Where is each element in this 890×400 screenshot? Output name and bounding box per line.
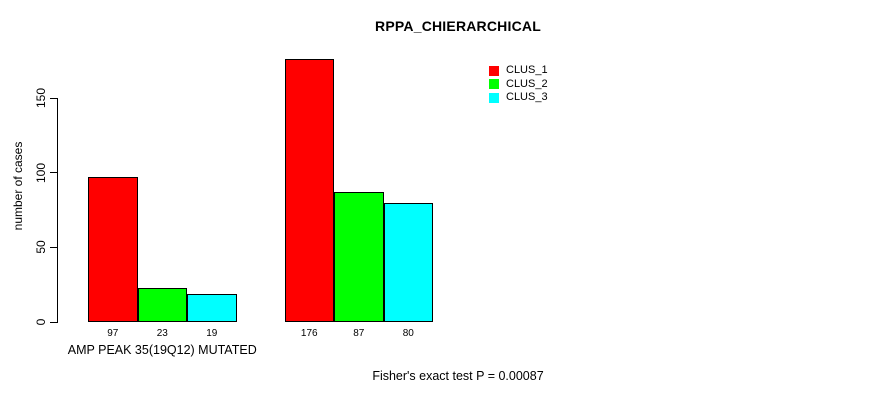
bar-clus_2-group1: [137, 287, 187, 322]
bar-clus_3-group1: [187, 293, 237, 322]
y-tick-label: 150: [34, 87, 48, 109]
chart-title: RPPA_CHIERARCHICAL: [375, 18, 541, 34]
legend-row: CLUS_1: [489, 64, 548, 78]
y-tick-mark: [50, 321, 58, 323]
bar-value-label: 97: [107, 328, 119, 339]
bar-clus_1-group1: [88, 177, 138, 322]
legend-label: CLUS_1: [506, 64, 548, 76]
bar-clus_1-group2: [284, 59, 334, 322]
bar-value-label: 176: [300, 328, 318, 339]
bar-value-label: 23: [156, 328, 168, 339]
y-tick-label: 100: [34, 162, 48, 183]
y-axis-line: [57, 98, 58, 323]
y-tick-mark: [50, 172, 58, 174]
bar-value-label: 19: [206, 328, 218, 339]
legend-swatch-clus_3: [489, 92, 499, 103]
legend-swatch-clus_2: [489, 79, 499, 90]
legend: CLUS_1 CLUS_2 CLUS_3: [489, 64, 548, 105]
fisher-test-annotation: Fisher's exact test P = 0.00087: [372, 369, 544, 383]
legend-row: CLUS_3: [489, 91, 548, 105]
bar-value-label: 87: [353, 328, 365, 339]
bar-value-label: 80: [402, 328, 414, 339]
group-label: AMP PEAK 35(19Q12) MUTATED: [67, 343, 257, 357]
bar-clus_3-group2: [383, 202, 433, 322]
y-tick-label: 50: [34, 240, 48, 255]
y-tick-label: 0: [34, 318, 48, 326]
y-axis-label: number of cases: [11, 141, 25, 231]
bar-clus_2-group2: [334, 192, 384, 322]
legend-label: CLUS_3: [506, 91, 548, 103]
legend-row: CLUS_2: [489, 78, 548, 92]
y-tick-mark: [50, 246, 58, 248]
y-tick-mark: [50, 97, 58, 99]
legend-label: CLUS_2: [506, 77, 548, 90]
legend-swatch-clus_1: [489, 65, 499, 76]
